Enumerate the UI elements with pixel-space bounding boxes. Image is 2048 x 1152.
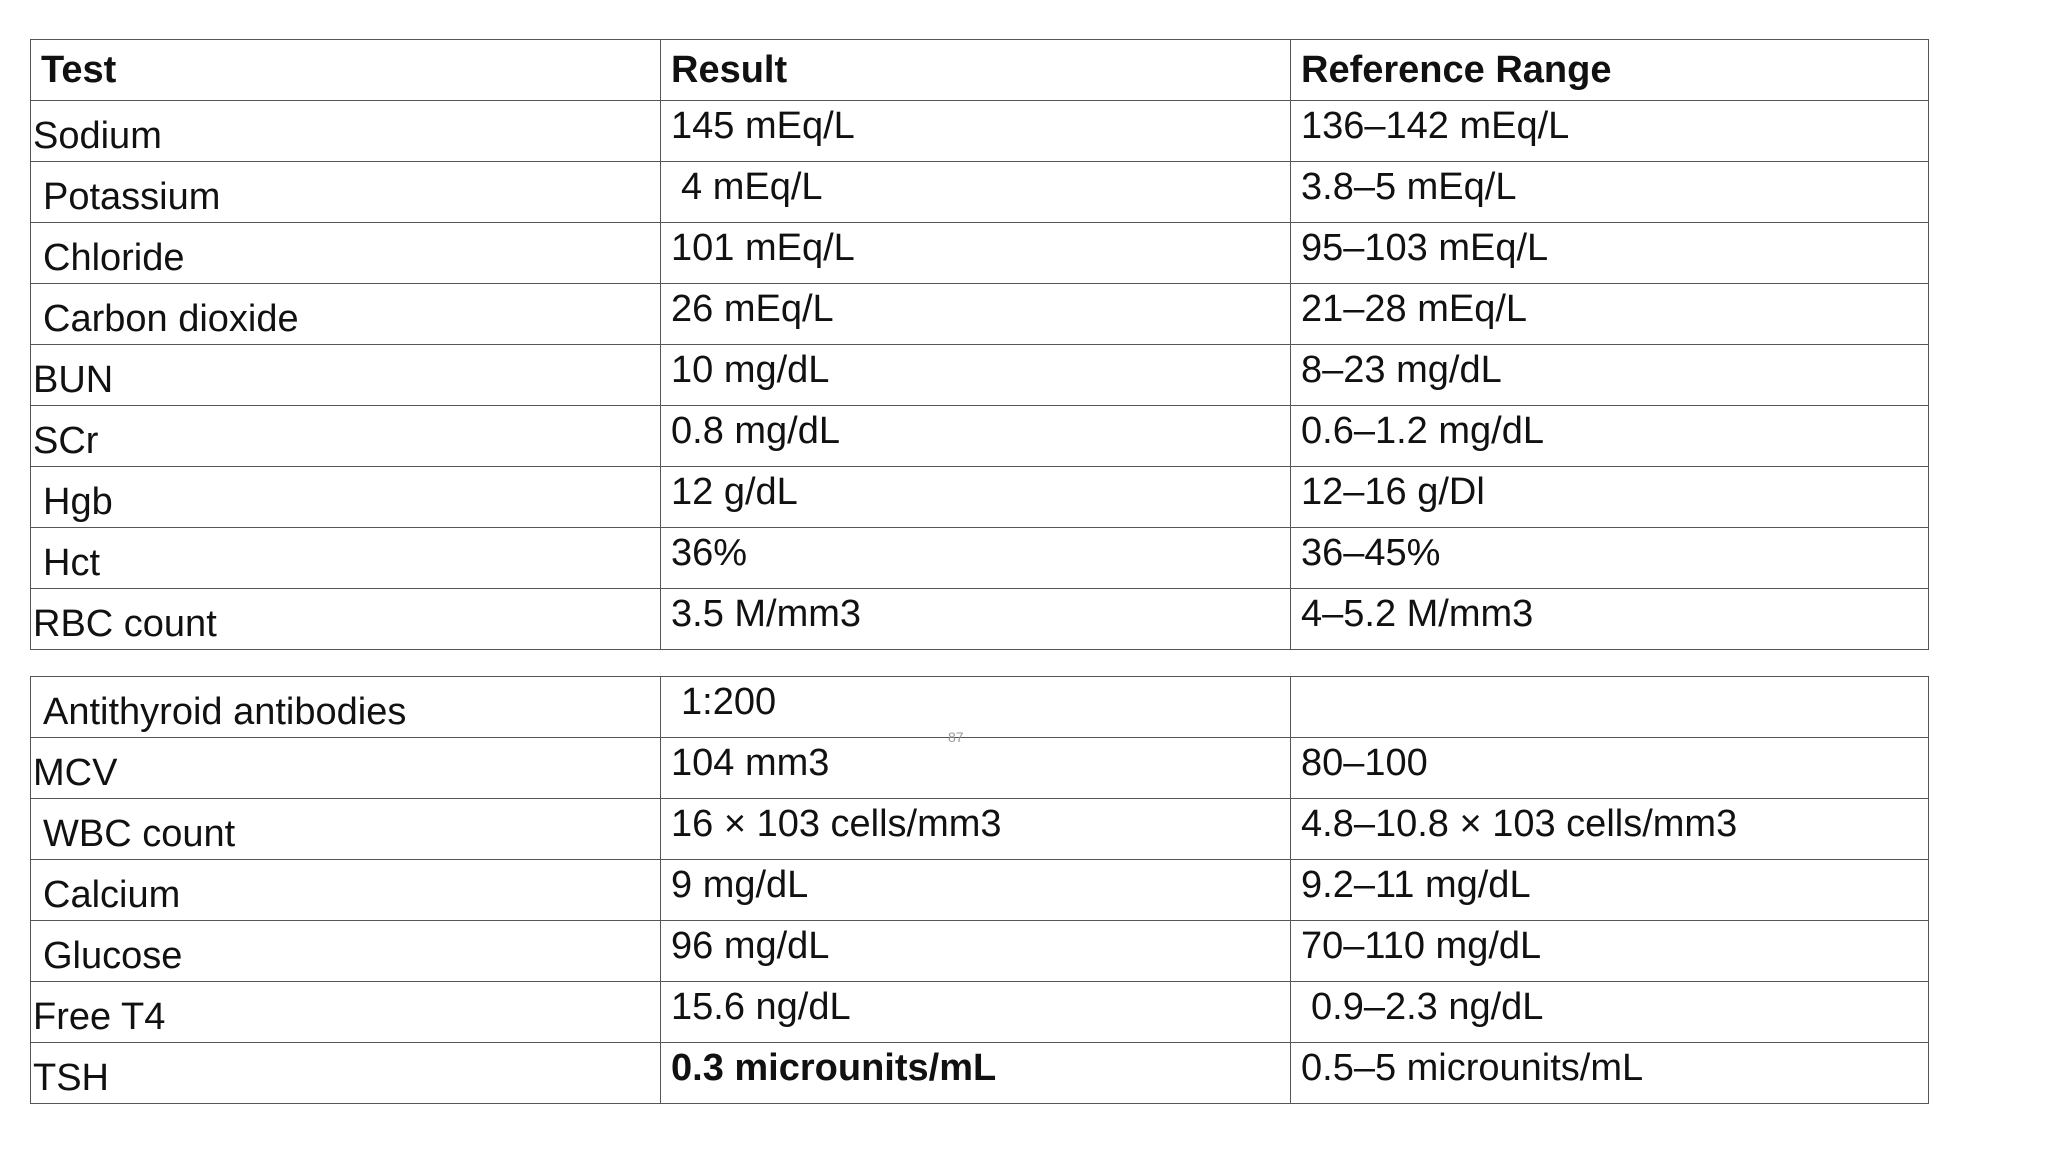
table-row: Calcium 9 mg/dL 9.2–11 mg/dL — [30, 859, 1929, 921]
table-row: Sodium 145 mEq/L 136–142 mEq/L — [30, 100, 1929, 162]
test-result: 4 mEq/L — [660, 161, 1291, 223]
table-row: Potassium 4 mEq/L 3.8–5 mEq/L — [30, 161, 1929, 223]
lab-results-table-top: Test Result Reference Range Sodium 145 m… — [30, 39, 1929, 650]
reference-range: 9.2–11 mg/dL — [1290, 859, 1929, 921]
page-number: 87 — [948, 729, 964, 745]
test-name: Carbon dioxide — [30, 283, 661, 345]
test-result-highlighted: 0.3 microunits/mL — [660, 1042, 1291, 1104]
test-name: Chloride — [30, 222, 661, 284]
reference-range: 0.6–1.2 mg/dL — [1290, 405, 1929, 467]
header-test: Test — [30, 39, 661, 101]
test-name: Free T4 — [30, 981, 661, 1043]
table-header-row: Test Result Reference Range — [30, 39, 1929, 101]
table-row: Hgb 12 g/dL 12–16 g/Dl — [30, 466, 1929, 528]
test-result: 104 mm3 — [660, 737, 1291, 799]
reference-range: 12–16 g/Dl — [1290, 466, 1929, 528]
header-reference-range: Reference Range — [1290, 39, 1929, 101]
test-name: Potassium — [30, 161, 661, 223]
test-result: 26 mEq/L — [660, 283, 1291, 345]
test-result: 16 × 103 cells/mm3 — [660, 798, 1291, 860]
table-row: TSH 0.3 microunits/mL 0.5–5 microunits/m… — [30, 1042, 1929, 1104]
reference-range: 95–103 mEq/L — [1290, 222, 1929, 284]
table-row: Carbon dioxide 26 mEq/L 21–28 mEq/L — [30, 283, 1929, 345]
reference-range: 3.8–5 mEq/L — [1290, 161, 1929, 223]
table-row: MCV 104 mm3 80–100 — [30, 737, 1929, 799]
table-row: Hct 36% 36–45% — [30, 527, 1929, 589]
reference-range: 8–23 mg/dL — [1290, 344, 1929, 406]
test-name: Hgb — [30, 466, 661, 528]
test-name: BUN — [30, 344, 661, 406]
test-name: Sodium — [30, 100, 661, 162]
test-result: 96 mg/dL — [660, 920, 1291, 982]
test-result: 9 mg/dL — [660, 859, 1291, 921]
table-row: Free T4 15.6 ng/dL 0.9–2.3 ng/dL — [30, 981, 1929, 1043]
table-row: Glucose 96 mg/dL 70–110 mg/dL — [30, 920, 1929, 982]
table-row: BUN 10 mg/dL 8–23 mg/dL — [30, 344, 1929, 406]
table-row: Antithyroid antibodies 1:200 — [30, 676, 1929, 738]
reference-range: 36–45% — [1290, 527, 1929, 589]
reference-range: 0.5–5 microunits/mL — [1290, 1042, 1929, 1104]
table-row: WBC count 16 × 103 cells/mm3 4.8–10.8 × … — [30, 798, 1929, 860]
reference-range — [1290, 676, 1929, 738]
test-name: Antithyroid antibodies — [30, 676, 661, 738]
test-name: Glucose — [30, 920, 661, 982]
reference-range: 4–5.2 M/mm3 — [1290, 588, 1929, 650]
test-name: Hct — [30, 527, 661, 589]
table-row: Chloride 101 mEq/L 95–103 mEq/L — [30, 222, 1929, 284]
table-row: RBC count 3.5 M/mm3 4–5.2 M/mm3 — [30, 588, 1929, 650]
reference-range: 21–28 mEq/L — [1290, 283, 1929, 345]
reference-range: 80–100 — [1290, 737, 1929, 799]
test-result: 0.8 mg/dL — [660, 405, 1291, 467]
header-result: Result — [660, 39, 1291, 101]
reference-range: 136–142 mEq/L — [1290, 100, 1929, 162]
test-result: 145 mEq/L — [660, 100, 1291, 162]
reference-range: 0.9–2.3 ng/dL — [1290, 981, 1929, 1043]
test-result: 15.6 ng/dL — [660, 981, 1291, 1043]
test-name: TSH — [30, 1042, 661, 1104]
test-result: 10 mg/dL — [660, 344, 1291, 406]
test-name: MCV — [30, 737, 661, 799]
test-name: Calcium — [30, 859, 661, 921]
reference-range: 70–110 mg/dL — [1290, 920, 1929, 982]
test-result: 12 g/dL — [660, 466, 1291, 528]
reference-range: 4.8–10.8 × 103 cells/mm3 — [1290, 798, 1929, 860]
test-name: WBC count — [30, 798, 661, 860]
test-result: 36% — [660, 527, 1291, 589]
table-row: SCr 0.8 mg/dL 0.6–1.2 mg/dL — [30, 405, 1929, 467]
test-name: SCr — [30, 405, 661, 467]
test-result: 3.5 M/mm3 — [660, 588, 1291, 650]
test-result: 101 mEq/L — [660, 222, 1291, 284]
lab-results-table-bottom: Antithyroid antibodies 1:200 MCV 104 mm3… — [30, 676, 1929, 1104]
test-name: RBC count — [30, 588, 661, 650]
test-result: 1:200 — [660, 676, 1291, 738]
